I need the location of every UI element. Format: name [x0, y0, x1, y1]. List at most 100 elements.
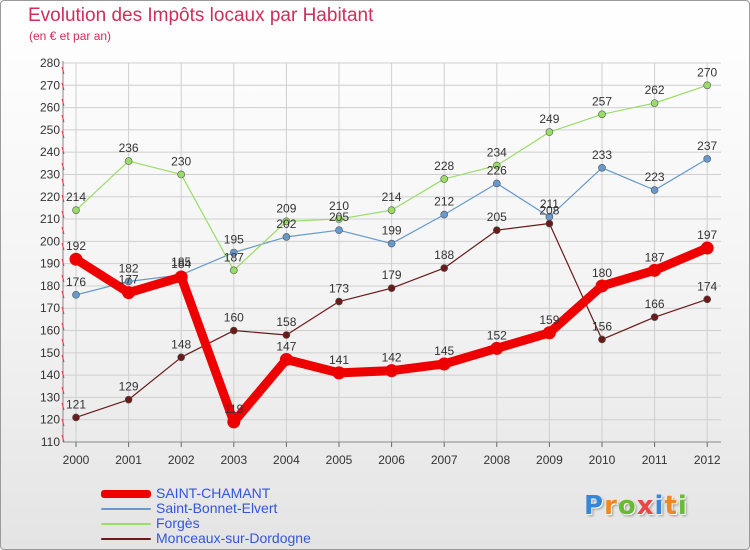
axis-dash — [61, 114, 65, 123]
data-label-monceaux-sur-dordogne: 174 — [697, 279, 717, 293]
axis-dash — [61, 290, 65, 299]
data-point-saint-chamant — [490, 341, 504, 355]
data-label-saint-bonnet-elvert: 237 — [697, 139, 717, 153]
data-label-monceaux-sur-dordogne: 148 — [171, 337, 191, 351]
axis-dash — [61, 306, 65, 315]
y-tick-label: 160 — [40, 324, 60, 338]
data-point-forg-s — [230, 266, 238, 275]
data-label-saint-bonnet-elvert: 212 — [434, 195, 454, 209]
legend-label: Forgès — [156, 515, 200, 531]
y-tick-label: 240 — [40, 145, 60, 159]
logo-letter: o — [617, 491, 637, 521]
data-label-saint-chamant: 192 — [66, 239, 86, 253]
data-point-forg-s — [703, 81, 712, 90]
axis-dash — [61, 98, 65, 107]
data-point-forg-s — [177, 170, 185, 179]
data-point-forg-s — [282, 217, 291, 226]
logo-letter: t — [664, 491, 678, 521]
data-label-forg-s: 234 — [487, 146, 507, 160]
data-point-monceaux-sur-dordogne — [492, 226, 501, 235]
data-point-monceaux-sur-dordogne — [650, 313, 659, 321]
data-point-monceaux-sur-dordogne — [72, 413, 80, 422]
axis-dash — [61, 338, 65, 347]
data-label-saint-chamant: 119 — [224, 402, 243, 416]
legend-swatch — [101, 523, 151, 525]
y-tick-label: 250 — [40, 123, 60, 137]
data-point-saint-chamant — [437, 357, 451, 371]
y-tick-label: 260 — [40, 101, 60, 115]
data-label-forg-s: 214 — [382, 190, 402, 204]
x-tick-label: 2007 — [431, 453, 458, 467]
data-point-saint-chamant — [542, 326, 556, 340]
data-point-forg-s — [124, 157, 133, 165]
axis-dash — [61, 242, 65, 251]
data-point-saint-bonnet-elvert — [650, 186, 659, 194]
data-label-monceaux-sur-dordogne: 129 — [119, 380, 139, 394]
proxiti-logo: Proxiti — [584, 491, 688, 521]
data-label-forg-s: 236 — [119, 141, 139, 155]
data-label-forg-s: 262 — [645, 83, 665, 97]
data-label-forg-s: 228 — [434, 159, 454, 173]
x-tick-label: 2006 — [378, 453, 405, 467]
data-label-monceaux-sur-dordogne: 160 — [224, 311, 244, 325]
data-label-monceaux-sur-dordogne: 121 — [66, 397, 86, 411]
chart-subtitle: (en € et par an) — [29, 29, 112, 43]
axis-dash — [61, 194, 65, 203]
y-tick-label: 210 — [40, 212, 60, 226]
data-point-monceaux-sur-dordogne — [230, 326, 238, 335]
data-point-saint-chamant — [385, 364, 399, 378]
axis-dash — [61, 130, 65, 139]
y-tick-label: 110 — [41, 435, 60, 449]
y-tick-label: 150 — [40, 346, 60, 360]
x-tick-label: 2012 — [694, 453, 721, 467]
y-tick-label: 200 — [40, 234, 60, 248]
data-point-saint-bonnet-elvert — [387, 239, 396, 248]
data-point-monceaux-sur-dordogne — [282, 331, 291, 339]
axis-dash — [61, 370, 65, 379]
data-point-saint-bonnet-elvert — [124, 277, 133, 286]
axis-dash — [61, 258, 65, 267]
logo-letter: x — [636, 491, 655, 521]
data-point-monceaux-sur-dordogne — [440, 264, 449, 272]
data-label-forg-s: 209 — [276, 201, 296, 215]
data-label-monceaux-sur-dordogne: 158 — [276, 315, 296, 329]
y-tick-label: 120 — [40, 413, 60, 427]
axis-dash — [61, 418, 65, 427]
logo-letter: r — [604, 491, 618, 521]
data-point-saint-bonnet-elvert — [230, 248, 238, 257]
data-point-saint-chamant — [122, 286, 136, 300]
data-point-forg-s — [492, 161, 501, 170]
axis-dash — [61, 274, 65, 283]
data-point-saint-bonnet-elvert — [72, 291, 80, 299]
x-tick-label: 2008 — [483, 453, 510, 467]
logo-letter: i — [654, 491, 665, 521]
x-tick-label: 2003 — [220, 453, 247, 467]
data-point-saint-chamant — [279, 353, 293, 367]
data-point-saint-bonnet-elvert — [335, 226, 343, 235]
data-point-monceaux-sur-dordogne — [387, 284, 396, 292]
axis-dash — [61, 178, 65, 187]
y-tick-label: 220 — [40, 190, 60, 204]
axis-dash — [61, 402, 65, 411]
chart-title: Evolution des Impôts locaux par Habitant — [28, 5, 374, 26]
data-label-saint-chamant: 145 — [434, 344, 454, 358]
data-label-saint-bonnet-elvert: 223 — [645, 170, 665, 184]
data-label-saint-bonnet-elvert: 185 — [171, 255, 191, 269]
y-tick-label: 180 — [40, 279, 60, 293]
data-label-saint-bonnet-elvert: 195 — [224, 233, 244, 247]
x-tick-label: 2000 — [63, 453, 90, 467]
data-point-saint-chamant — [332, 366, 346, 380]
data-label-saint-chamant: 197 — [697, 228, 717, 242]
logo-letter: i — [677, 491, 688, 521]
y-tick-label: 270 — [40, 78, 60, 92]
data-point-forg-s — [335, 215, 343, 223]
data-point-forg-s — [387, 206, 396, 214]
axis-dash — [61, 434, 65, 443]
data-label-monceaux-sur-dordogne: 188 — [434, 248, 454, 262]
data-label-forg-s: 210 — [329, 199, 349, 213]
data-point-saint-bonnet-elvert — [440, 210, 449, 219]
logo-letter: P — [584, 491, 605, 521]
x-tick-label: 2010 — [589, 453, 616, 467]
legend-label: SAINT-CHAMANT — [156, 485, 271, 501]
